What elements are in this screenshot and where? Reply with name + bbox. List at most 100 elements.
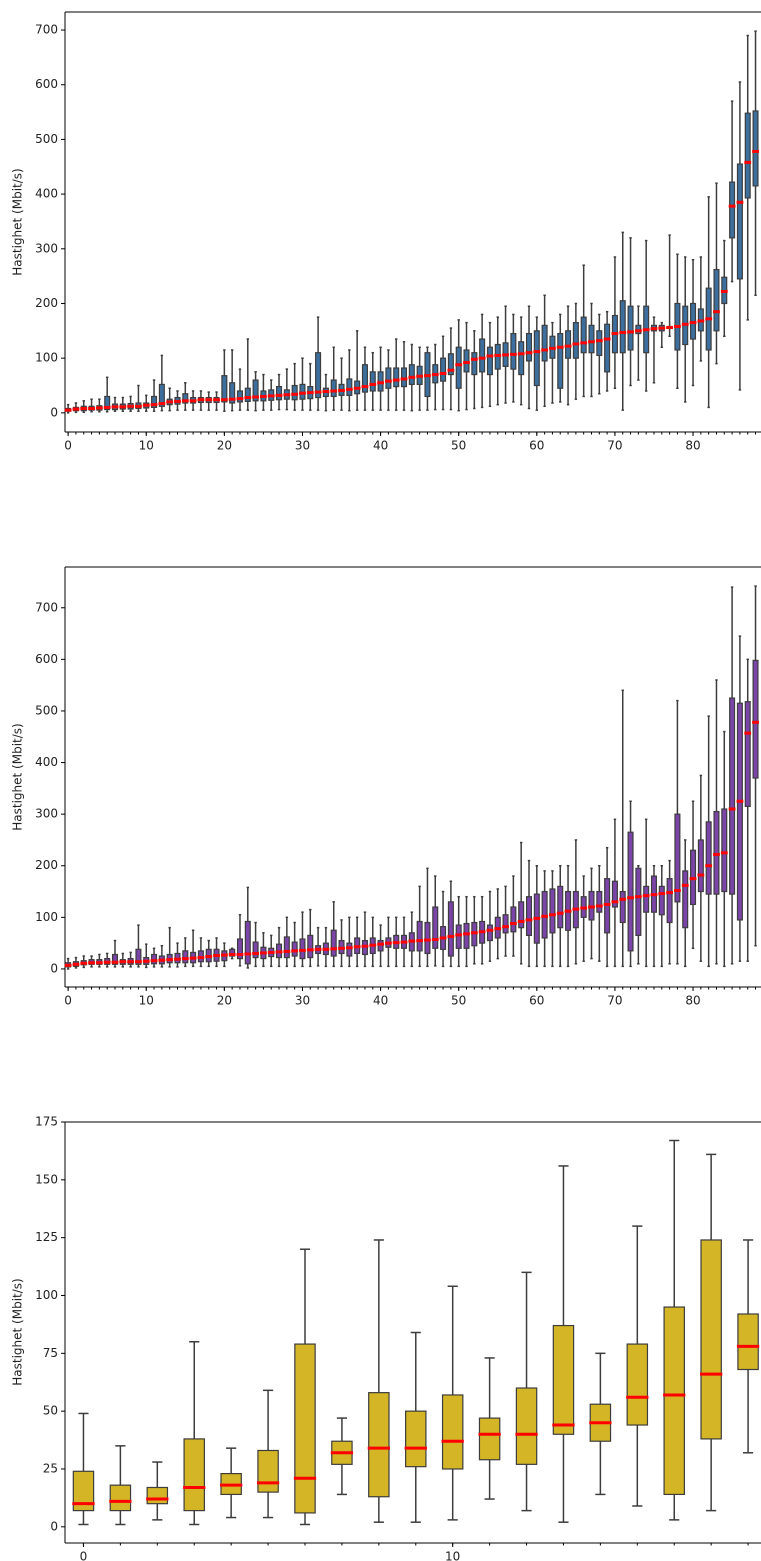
x-tick-label: 10 (445, 1550, 460, 1561)
y-tick-label: 300 (35, 241, 58, 255)
box (315, 352, 322, 399)
y-tick-label: 400 (35, 187, 58, 201)
box (424, 921, 431, 955)
box (369, 371, 376, 392)
box (541, 890, 548, 939)
box (252, 379, 259, 402)
x-tick-label: 40 (373, 439, 388, 453)
box (405, 1410, 427, 1468)
box (291, 384, 298, 401)
box (721, 808, 728, 893)
box (663, 1306, 685, 1496)
box (736, 163, 743, 280)
box (518, 341, 525, 376)
box (346, 378, 353, 396)
box (291, 941, 298, 957)
box (588, 324, 595, 354)
box (619, 890, 626, 924)
box (221, 375, 228, 403)
y-tick-label: 25 (43, 1461, 58, 1475)
box (385, 367, 392, 389)
box (416, 920, 423, 952)
box (557, 885, 564, 929)
box (525, 896, 533, 937)
box (744, 112, 751, 199)
box (257, 1449, 279, 1493)
box (674, 813, 681, 903)
box (525, 332, 533, 362)
x-tick-label: 30 (295, 439, 310, 453)
box (111, 953, 119, 965)
box (510, 906, 517, 933)
y-tick-label: 600 (35, 652, 58, 666)
box (486, 346, 493, 376)
x-tick-label: 70 (607, 439, 622, 453)
box (361, 364, 368, 393)
y-tick-label: 300 (35, 807, 58, 821)
box (752, 659, 759, 779)
box (463, 922, 470, 949)
box (729, 697, 736, 895)
box (596, 330, 603, 357)
box (713, 810, 720, 895)
y-tick-label: 400 (35, 755, 58, 769)
x-tick-label: 20 (217, 994, 232, 1008)
box (611, 880, 618, 908)
box (533, 330, 540, 387)
box (158, 383, 165, 407)
box (502, 914, 509, 934)
box (294, 1343, 316, 1514)
box (146, 1486, 169, 1505)
box (486, 924, 493, 942)
box (229, 948, 236, 957)
x-tick-label: 80 (685, 439, 700, 453)
box (729, 181, 736, 239)
y-tick-label: 500 (35, 703, 58, 717)
box (135, 948, 142, 965)
box (236, 390, 243, 403)
box (368, 1392, 390, 1498)
box (276, 386, 283, 401)
x-tick-label: 0 (64, 994, 72, 1008)
box (109, 1484, 132, 1512)
box (596, 890, 603, 913)
box (626, 1343, 649, 1426)
box (182, 950, 189, 964)
box (346, 942, 353, 957)
box (400, 367, 408, 388)
box (471, 352, 478, 376)
box (541, 324, 548, 362)
box (244, 920, 251, 965)
y-tick-label: 700 (35, 600, 58, 614)
box (229, 382, 236, 404)
x-tick-label: 30 (295, 994, 310, 1008)
x-tick-label: 60 (529, 994, 544, 1008)
box (479, 338, 486, 373)
y-tick-label: 100 (35, 351, 58, 365)
box (440, 357, 447, 382)
box (658, 885, 665, 916)
box (432, 906, 439, 949)
box (330, 929, 337, 957)
box (552, 1324, 575, 1435)
y-axis-label: Hastighet (Mbit/s) (11, 1278, 25, 1385)
x-tick-label: 0 (80, 1550, 88, 1561)
box (713, 268, 720, 332)
box (682, 870, 689, 929)
box (447, 353, 454, 376)
y-axis-label: Hastighet (Mbit/s) (11, 168, 25, 275)
box (580, 316, 587, 354)
y-tick-label: 0 (50, 961, 58, 975)
x-tick-label: 80 (685, 994, 700, 1008)
box (408, 364, 415, 386)
y-tick-label: 0 (50, 405, 58, 419)
box (700, 1239, 722, 1440)
y-tick-label: 75 (43, 1346, 58, 1360)
x-tick-label: 50 (451, 439, 466, 453)
box (183, 1438, 205, 1512)
box (283, 936, 290, 959)
box (572, 322, 579, 359)
box (393, 367, 400, 388)
y-tick-label: 50 (43, 1404, 58, 1418)
box (307, 934, 314, 959)
